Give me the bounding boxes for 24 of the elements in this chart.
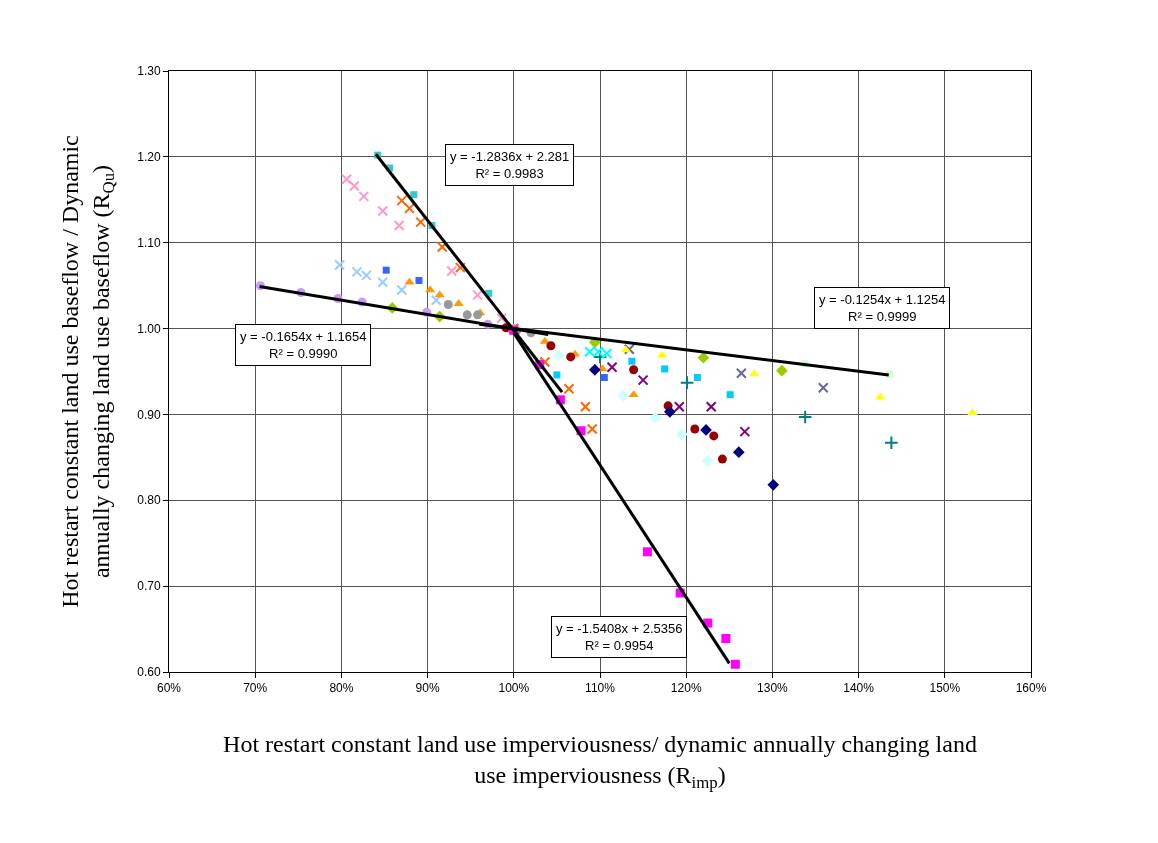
y-tick-label: 0.90 <box>137 407 161 422</box>
y-tick-label: 0.80 <box>137 493 161 508</box>
y-tick-label: 1.10 <box>137 235 161 250</box>
y-tick-label: 1.00 <box>137 321 161 336</box>
x-tick-label: 80% <box>329 681 354 696</box>
x-tick-label: 140% <box>843 681 875 696</box>
annotation: y = -0.1254x + 1.1254 R² = 0.9999 <box>819 292 946 324</box>
x-tick-label: 100% <box>498 681 530 696</box>
x-tick-label: 150% <box>929 681 961 696</box>
y-tick-label: 1.30 <box>137 64 161 79</box>
x-tick-label: 160% <box>1015 681 1047 696</box>
x-tick-label: 110% <box>585 681 616 696</box>
annotation: y = -0.1654x + 1.1654 R² = 0.9990 <box>240 329 367 361</box>
x-tick-label: 70% <box>243 681 268 696</box>
x-tick-label: 90% <box>415 681 440 696</box>
y-tick-label: 0.60 <box>137 665 161 680</box>
x-tick-label: 120% <box>670 681 702 696</box>
y-tick-label: 1.20 <box>137 150 161 165</box>
annotation: y = -1.5408x + 2.5356 R² = 0.9954 <box>556 621 683 653</box>
x-tick-label: 130% <box>757 681 789 696</box>
x-axis-title: Hot restart constant land use imperviousness/ dynamic annually changing land use imperviousness (R$_{imp}$) <box>223 730 977 792</box>
y-tick-label: 0.70 <box>137 579 161 594</box>
annotation: y = -1.2836x + 2.281 R² = 0.9983 <box>450 149 570 181</box>
x-tick-label: 60% <box>156 681 182 696</box>
